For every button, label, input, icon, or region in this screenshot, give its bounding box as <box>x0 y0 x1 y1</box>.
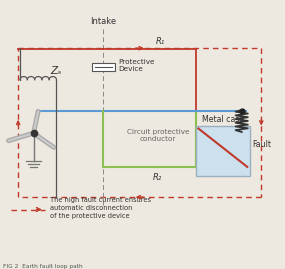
Text: Circuit protective
conductor: Circuit protective conductor <box>127 129 189 142</box>
Text: Intake: Intake <box>90 17 117 26</box>
Text: R₁: R₁ <box>156 37 165 46</box>
Text: The high fault current ensures
automatic disconnection
of the protective device: The high fault current ensures automatic… <box>50 197 151 219</box>
Text: Metal case: Metal case <box>202 115 244 124</box>
Text: Zₐ: Zₐ <box>50 66 62 76</box>
Text: R₂: R₂ <box>153 173 162 182</box>
Bar <box>196 126 250 176</box>
Text: Fault: Fault <box>252 140 271 149</box>
Bar <box>91 63 115 72</box>
Text: FIG 2  Earth fault loop path: FIG 2 Earth fault loop path <box>3 264 82 269</box>
Text: Protective
Device: Protective Device <box>119 59 155 72</box>
